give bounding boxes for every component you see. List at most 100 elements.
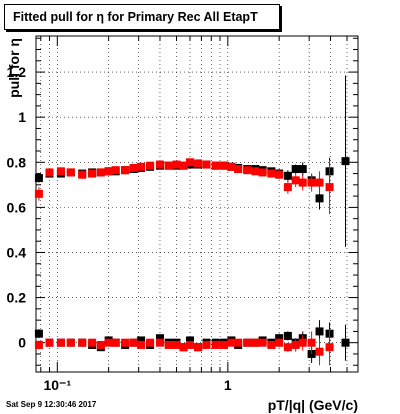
y-tick-label: 0.8 — [7, 154, 27, 170]
point-marker — [155, 334, 164, 343]
data-point — [111, 338, 120, 347]
point-marker — [227, 338, 236, 347]
point-marker — [258, 168, 267, 177]
data-point — [211, 340, 220, 349]
data-point — [194, 159, 203, 168]
point-marker — [298, 178, 307, 187]
data-point — [202, 160, 211, 169]
point-marker — [121, 338, 130, 347]
point-marker — [164, 340, 173, 349]
point-marker — [185, 158, 194, 167]
data-point — [129, 338, 138, 347]
point-marker — [283, 343, 292, 352]
point-marker — [155, 160, 164, 169]
point-marker — [211, 340, 220, 349]
data-point — [104, 167, 113, 176]
point-marker — [307, 178, 316, 187]
title-box: Fitted pull for η for Primary Rec All Et… — [4, 4, 280, 30]
data-point — [251, 338, 260, 347]
point-marker — [137, 336, 146, 345]
point-marker — [307, 338, 316, 347]
data-point — [202, 340, 211, 349]
data-point — [227, 338, 236, 347]
data-point — [211, 161, 220, 170]
data-point — [307, 331, 316, 354]
point-marker — [267, 169, 276, 178]
data-point — [267, 340, 276, 349]
point-marker — [341, 157, 350, 166]
data-point — [315, 338, 324, 366]
point-marker — [146, 161, 155, 170]
tick-labels: 0 0.2 0.4 0.6 0.8 1 1.2 10⁻¹ 1 — [7, 64, 232, 393]
data-point — [341, 75, 350, 247]
point-marker — [179, 343, 188, 352]
point-marker — [179, 161, 188, 170]
data-point — [298, 174, 307, 191]
point-marker — [146, 338, 155, 347]
point-marker — [185, 340, 194, 349]
point-marker — [34, 340, 43, 349]
data-point — [220, 340, 229, 349]
data-points — [34, 75, 350, 366]
point-marker — [243, 166, 252, 175]
data-point — [155, 338, 164, 347]
point-marker — [315, 347, 324, 356]
point-marker — [194, 159, 203, 168]
y-tick-label: 0.2 — [7, 290, 27, 306]
data-point — [291, 338, 300, 352]
data-point — [258, 338, 267, 347]
data-point — [243, 338, 252, 347]
point-marker — [315, 194, 324, 203]
point-marker — [45, 168, 54, 177]
point-marker — [66, 338, 75, 347]
data-point — [66, 338, 75, 347]
point-marker — [341, 338, 350, 347]
point-marker — [234, 165, 243, 174]
point-marker — [155, 338, 164, 347]
data-point — [291, 173, 300, 188]
data-point — [258, 168, 267, 177]
data-point — [34, 187, 43, 201]
point-marker — [243, 338, 252, 347]
point-marker — [172, 340, 181, 349]
point-marker — [220, 340, 229, 349]
data-point — [298, 162, 307, 176]
data-point — [179, 343, 188, 352]
data-point — [298, 334, 307, 351]
point-marker — [96, 340, 105, 349]
y-axis-title: pull for η — [6, 38, 22, 98]
point-marker — [251, 338, 260, 347]
point-marker — [88, 169, 97, 178]
point-marker — [78, 170, 87, 179]
point-marker — [96, 168, 105, 177]
data-point — [185, 340, 194, 349]
data-point — [45, 168, 54, 177]
data-point — [121, 338, 130, 347]
point-marker — [88, 338, 97, 347]
data-point — [88, 169, 97, 178]
data-point — [315, 171, 324, 194]
point-marker — [129, 338, 138, 347]
data-point — [96, 168, 105, 177]
data-point — [45, 338, 54, 347]
data-point — [275, 170, 284, 180]
point-marker — [137, 162, 146, 171]
point-marker — [78, 338, 87, 347]
point-marker — [298, 338, 307, 347]
point-marker — [202, 160, 211, 169]
data-point — [96, 340, 105, 349]
x-tick-label: 1 — [224, 377, 232, 393]
point-marker — [104, 338, 113, 347]
point-marker — [291, 340, 300, 349]
data-point — [56, 338, 65, 347]
data-point — [146, 161, 155, 170]
y-tick-label: 1.2 — [7, 64, 27, 80]
axis-ticks — [36, 36, 358, 372]
y-tick-label: 0 — [18, 335, 26, 351]
point-marker — [34, 329, 43, 338]
data-point — [185, 158, 194, 167]
data-point — [179, 161, 188, 170]
data-point — [227, 162, 236, 171]
data-point — [325, 160, 334, 215]
data-point — [194, 343, 203, 352]
